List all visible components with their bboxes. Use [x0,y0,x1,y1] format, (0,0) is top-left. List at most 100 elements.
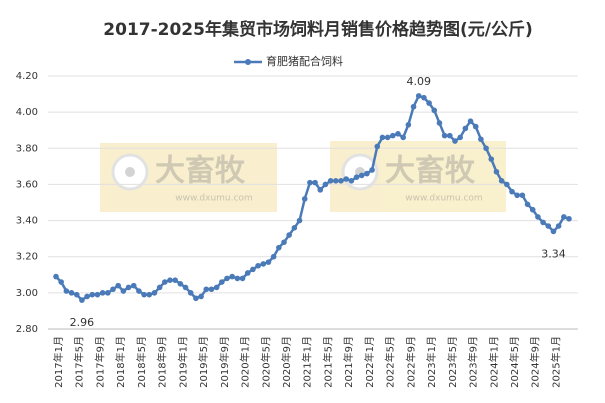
point [53,273,59,280]
point [130,282,137,289]
point [498,178,505,184]
x-tick-label: 2022年1月 [363,336,376,388]
point [239,275,246,282]
point [545,223,552,229]
watermark-url: www.dxumu.com [175,194,252,204]
point [421,94,427,101]
point [291,225,298,231]
point [120,288,127,294]
point [467,118,474,124]
watermark-logo [125,167,135,177]
point [514,192,520,199]
point [561,214,567,220]
point [483,145,489,152]
point [555,223,562,229]
point [219,279,225,285]
x-tick-label: 2018年9月 [156,336,169,388]
point [115,282,121,289]
point [519,192,526,199]
x-tick-label: 2024年5月 [508,336,521,388]
point [151,290,158,296]
point [58,279,64,285]
x-tick-label: 2023年9月 [467,336,480,388]
point [136,288,142,294]
point [177,281,184,287]
x-tick-label: 2019年5月 [197,336,210,388]
x-tick-label: 2024年9月 [529,336,542,388]
point [529,206,536,213]
point [94,291,101,298]
point [234,275,241,282]
point [307,179,313,186]
point [504,181,510,188]
point [193,295,199,302]
y-tick-label: 3.40 [16,216,38,227]
point [125,284,132,291]
point [79,297,85,303]
point [343,176,349,182]
point [535,214,541,220]
point [73,291,80,298]
point [68,290,75,296]
y-tick-label: 4.20 [16,71,38,82]
point [63,288,70,294]
point [405,121,412,128]
y-tick-label: 2.80 [16,324,38,335]
point [110,286,116,293]
point [395,131,401,137]
point [255,262,261,269]
point [250,266,256,273]
point [213,284,220,291]
x-tick-label: 2024年1月 [487,336,500,388]
point [436,120,443,126]
point [447,132,453,139]
point [317,187,324,193]
point [353,174,360,180]
point [322,181,329,188]
point [488,156,495,162]
point [198,293,204,300]
x-tick-label: 2017年5月 [73,336,86,388]
point [244,270,251,276]
x-tick-label: 2020年9月 [280,336,293,388]
x-tick-label: 2021年5月 [321,336,334,388]
point [270,253,277,260]
point [224,275,230,282]
point [509,188,515,195]
point [312,179,318,186]
point [167,277,173,284]
y-tick-label: 3.80 [16,143,38,154]
point [540,219,546,226]
point [457,134,463,141]
y-tick-label: 4.00 [16,107,38,118]
point [478,136,484,143]
point [182,284,189,291]
x-tick-label: 2021年9月 [342,336,355,388]
point [260,261,267,267]
point [276,244,282,251]
y-tick-label: 3.60 [16,179,38,190]
point [203,286,210,293]
watermark-text: 大畜牧 [155,154,246,189]
point [172,277,178,284]
point [229,273,235,280]
point [301,196,308,202]
x-tick-label: 2021年1月 [301,336,314,388]
point [187,290,194,296]
chart-title: 2017-2025年集贸市场饲料月销售价格趋势图(元/公斤) [103,19,532,40]
y-tick-label: 3.20 [16,252,38,263]
point [384,134,391,141]
watermark [100,141,506,212]
data-label: 3.34 [541,247,566,260]
point [327,178,334,184]
point [566,215,572,222]
point [358,172,365,179]
point [89,291,96,298]
point [441,132,448,139]
point [265,259,272,265]
point [462,125,469,132]
point [426,100,432,106]
point [369,167,375,173]
point [431,107,438,114]
point [156,284,163,291]
